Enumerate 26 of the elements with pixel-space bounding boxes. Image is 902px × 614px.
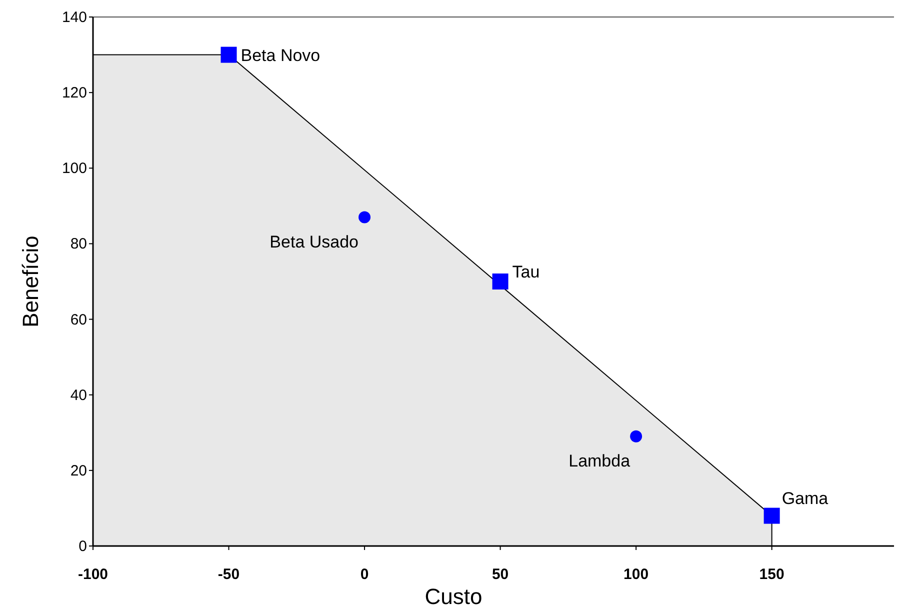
y-tick-label: 100 [62, 160, 87, 178]
x-tick-label: 100 [624, 566, 649, 583]
point [220, 46, 237, 63]
y-tick-label: 120 [62, 84, 87, 102]
point [358, 211, 371, 224]
y-tick-label: 80 [70, 236, 87, 253]
series-label: Lambda [568, 451, 631, 470]
series-label: Beta Novo [240, 46, 320, 65]
y-tick-label: 20 [70, 462, 87, 480]
x-tick-label: -100 [78, 566, 108, 583]
x-tick-label: 50 [492, 566, 509, 583]
x-tick-label: -50 [218, 566, 240, 583]
y-tick-label: 40 [70, 386, 87, 404]
series-label: Beta Usado [270, 232, 359, 252]
y-tick-label: 60 [70, 311, 87, 328]
series-label: Tau [512, 262, 540, 282]
point [764, 508, 780, 524]
y-tick-label: 140 [62, 9, 87, 26]
point [630, 430, 642, 442]
y-axis-title: Benefício [18, 236, 43, 328]
x-tick-label: 150 [759, 566, 784, 583]
y-tick-label: 0 [78, 538, 87, 555]
x-tick-label: 0 [360, 566, 369, 583]
x-axis-title: Custo [424, 584, 482, 609]
point [492, 274, 508, 290]
series-label: Gama [782, 488, 829, 508]
